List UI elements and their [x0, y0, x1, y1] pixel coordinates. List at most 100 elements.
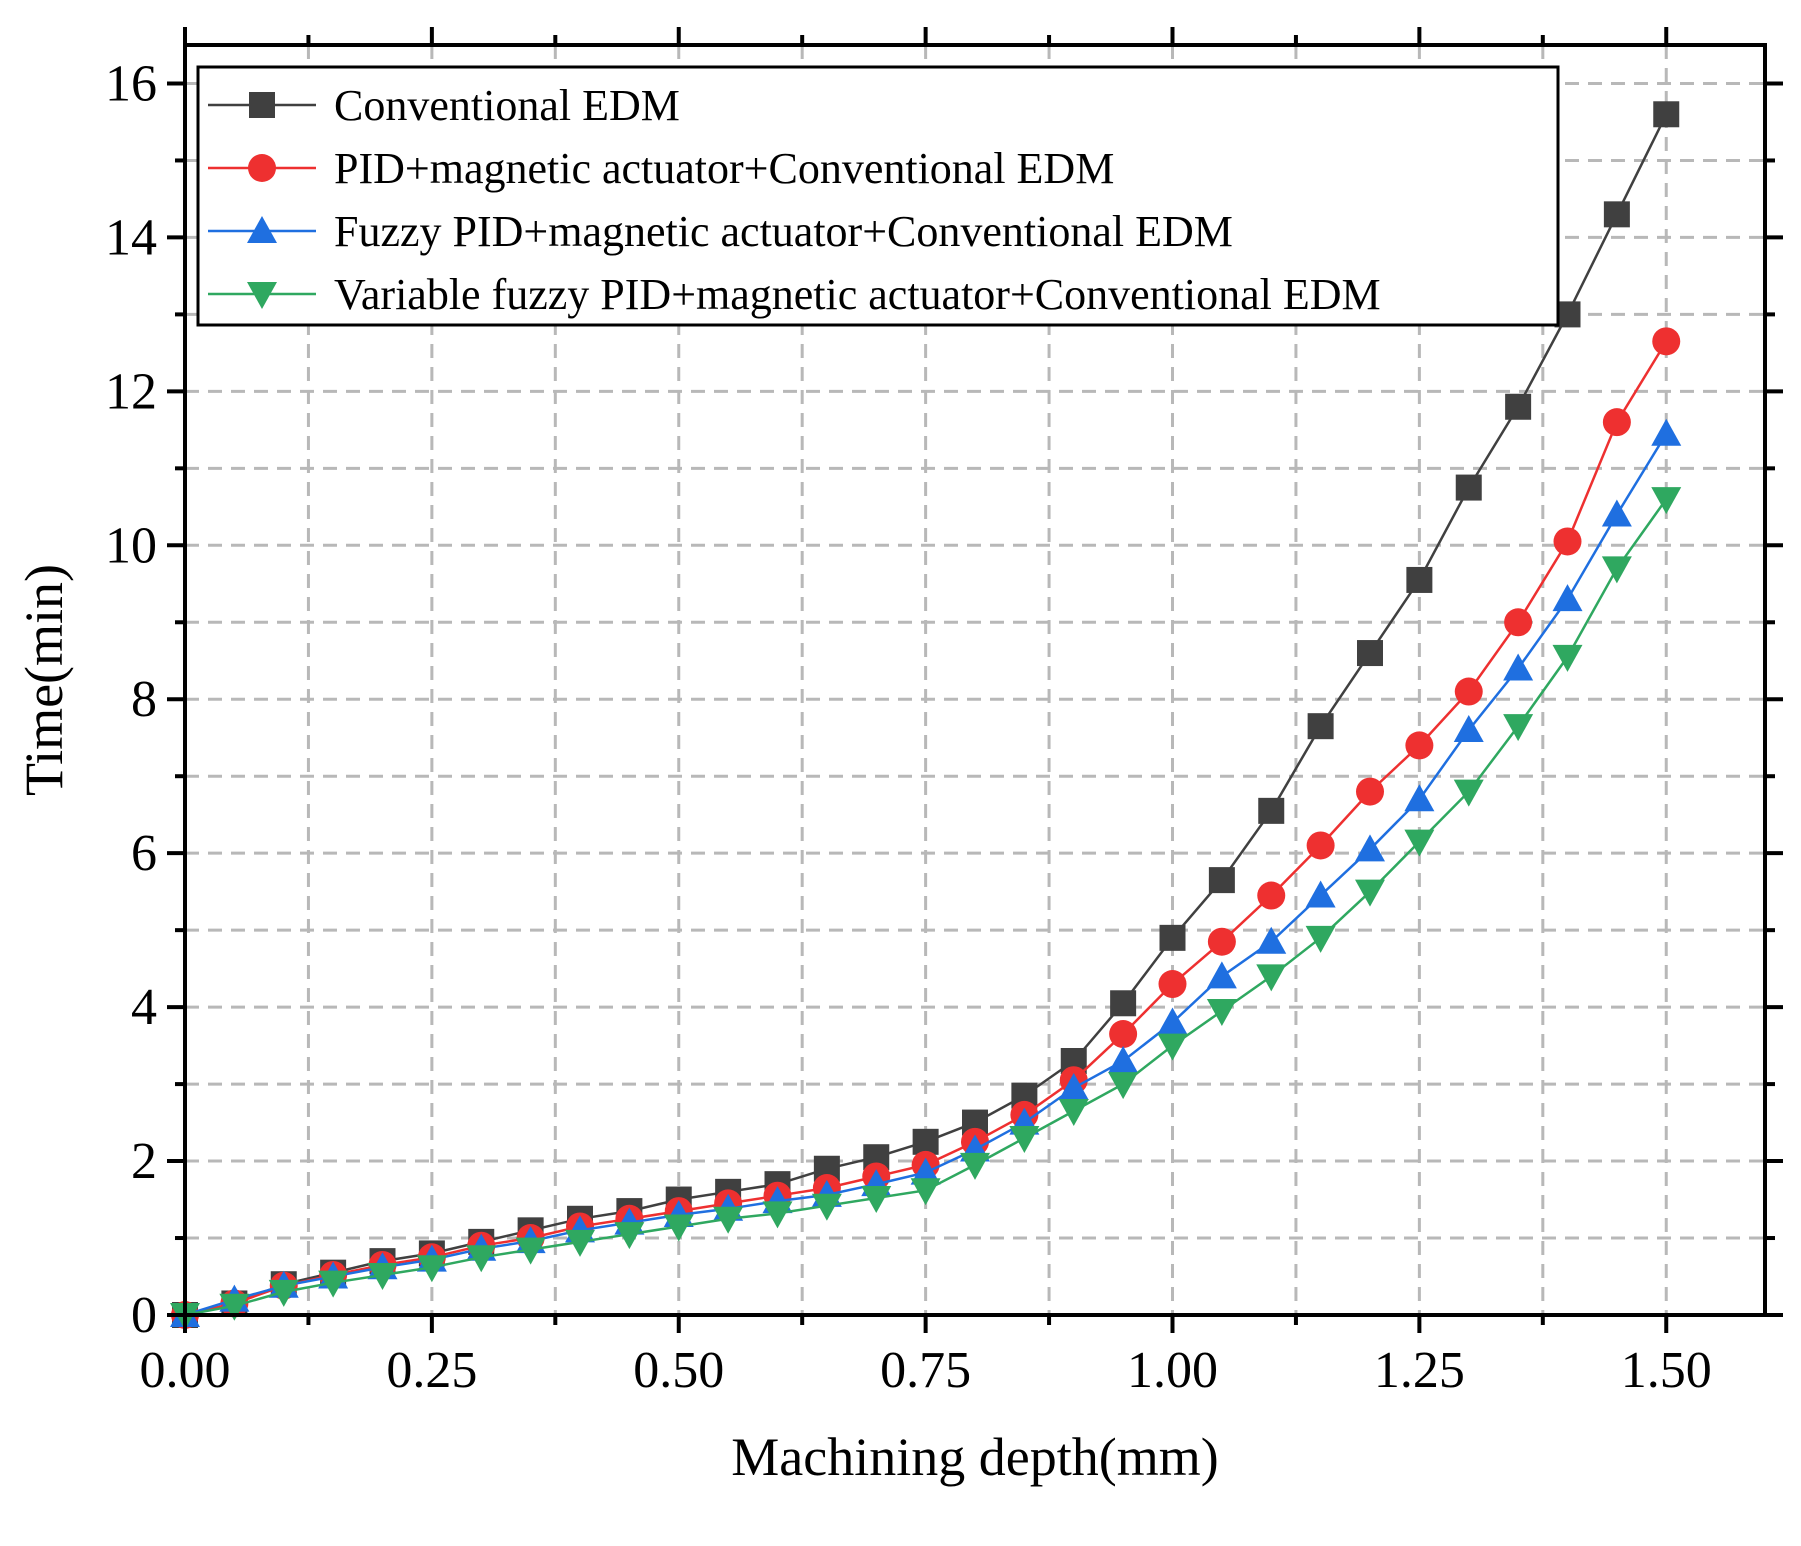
y-tick-label: 16	[105, 55, 157, 112]
series-4	[170, 487, 1682, 1330]
data-point	[1651, 418, 1682, 446]
y-tick-label: 12	[105, 363, 157, 420]
y-axis-title: Time(min)	[14, 564, 74, 796]
legend-marker	[247, 216, 277, 243]
data-point	[1405, 731, 1434, 760]
data-point	[1455, 474, 1482, 501]
x-tick-label: 1.00	[1127, 1342, 1218, 1399]
data-point	[466, 1245, 497, 1273]
data-point	[1258, 797, 1285, 824]
data-point	[1601, 499, 1632, 527]
data-point	[910, 1157, 941, 1185]
legend-label: Fuzzy PID+magnetic actuator+Conventional…	[334, 207, 1233, 256]
data-point	[910, 1178, 941, 1206]
data-point	[762, 1201, 793, 1229]
data-point	[713, 1206, 744, 1234]
data-point	[318, 1270, 349, 1298]
legend-marker	[248, 154, 276, 182]
data-point	[1256, 964, 1287, 992]
plot-frame	[183, 43, 1767, 1317]
data-point	[1454, 677, 1483, 706]
data-point	[1257, 881, 1286, 910]
data-point	[1355, 879, 1385, 907]
data-point	[367, 1262, 398, 1290]
data-point	[1208, 867, 1235, 894]
data-point	[1108, 1072, 1139, 1100]
data-point	[912, 1128, 939, 1155]
data-point	[1602, 408, 1631, 437]
data-point	[268, 1279, 299, 1307]
legend-box	[196, 65, 1560, 327]
legend-marker	[249, 92, 275, 118]
data-point	[1009, 1125, 1040, 1153]
data-point	[1306, 831, 1335, 860]
data-point	[1406, 566, 1433, 593]
data-point	[1305, 880, 1336, 908]
data-point	[515, 1237, 546, 1265]
data-point	[1206, 998, 1237, 1026]
data-point	[1504, 608, 1533, 637]
data-point	[1305, 925, 1336, 953]
data-point	[960, 1152, 990, 1180]
axes	[183, 43, 1767, 1317]
data-point	[1453, 715, 1484, 743]
data-point	[614, 1222, 645, 1250]
data-point	[861, 1186, 892, 1214]
data-point	[416, 1255, 447, 1283]
data-point	[1404, 784, 1435, 812]
y-tick-label: 6	[131, 825, 157, 882]
data-point	[663, 1214, 694, 1242]
data-point	[1158, 970, 1187, 999]
data-point	[1552, 644, 1583, 672]
data-point	[1307, 713, 1334, 740]
data-point	[1653, 101, 1680, 128]
data-point	[1207, 927, 1236, 956]
data-point	[1159, 924, 1186, 951]
data-point	[1404, 829, 1435, 857]
data-point	[1356, 777, 1384, 806]
x-tick-label: 0.75	[880, 1342, 971, 1399]
data-point	[219, 1293, 250, 1321]
x-tick-label: 0.25	[386, 1342, 477, 1399]
x-tick-label: 0.50	[633, 1342, 724, 1399]
legend-marker	[247, 282, 277, 309]
data-point	[1256, 926, 1287, 954]
legend-label: Variable fuzzy PID+magnetic actuator+Con…	[334, 270, 1381, 319]
y-tick-label: 0	[131, 1287, 157, 1344]
x-tick-label: 0.00	[140, 1342, 231, 1399]
data-point	[1453, 779, 1484, 807]
data-point	[1109, 1020, 1138, 1049]
data-point	[565, 1229, 595, 1257]
y-tick-label: 4	[131, 979, 157, 1036]
x-tick-label: 1.25	[1374, 1342, 1465, 1399]
data-point	[1157, 1033, 1188, 1061]
data-point	[1058, 1099, 1089, 1127]
y-tick-label: 14	[105, 209, 157, 266]
data-point	[1206, 961, 1237, 989]
legend-label: PID+magnetic actuator+Conventional EDM	[334, 144, 1114, 193]
data-point	[1357, 640, 1383, 667]
data-point	[1652, 327, 1681, 356]
data-point	[1603, 201, 1630, 228]
data-point	[1058, 1072, 1089, 1100]
data-point	[1503, 714, 1534, 742]
data-point	[1601, 556, 1632, 584]
data-point	[1110, 990, 1137, 1017]
data-point	[1157, 1007, 1188, 1035]
y-tick-label: 8	[131, 671, 157, 728]
legend: Conventional EDM PID+magnetic actuator+Co…	[196, 65, 1560, 327]
legend-label: Conventional EDM	[334, 81, 680, 130]
data-point	[1505, 393, 1532, 420]
data-point	[1651, 487, 1682, 515]
data-point	[1355, 834, 1385, 862]
data-point	[811, 1193, 842, 1221]
x-tick-label: 1.50	[1621, 1342, 1712, 1399]
x-axis-title: Machining depth(mm)	[731, 1427, 1218, 1487]
ticks: 0.00 0.25 0.50 0.75 1.00 1.25 1.50 0 2 4 6 8 10 12 14 1…	[105, 27, 1783, 1399]
data-point	[1503, 653, 1534, 681]
data-point	[1553, 527, 1582, 556]
data-point	[1552, 584, 1583, 612]
y-tick-label: 10	[105, 517, 157, 574]
data-point	[1108, 1046, 1139, 1073]
